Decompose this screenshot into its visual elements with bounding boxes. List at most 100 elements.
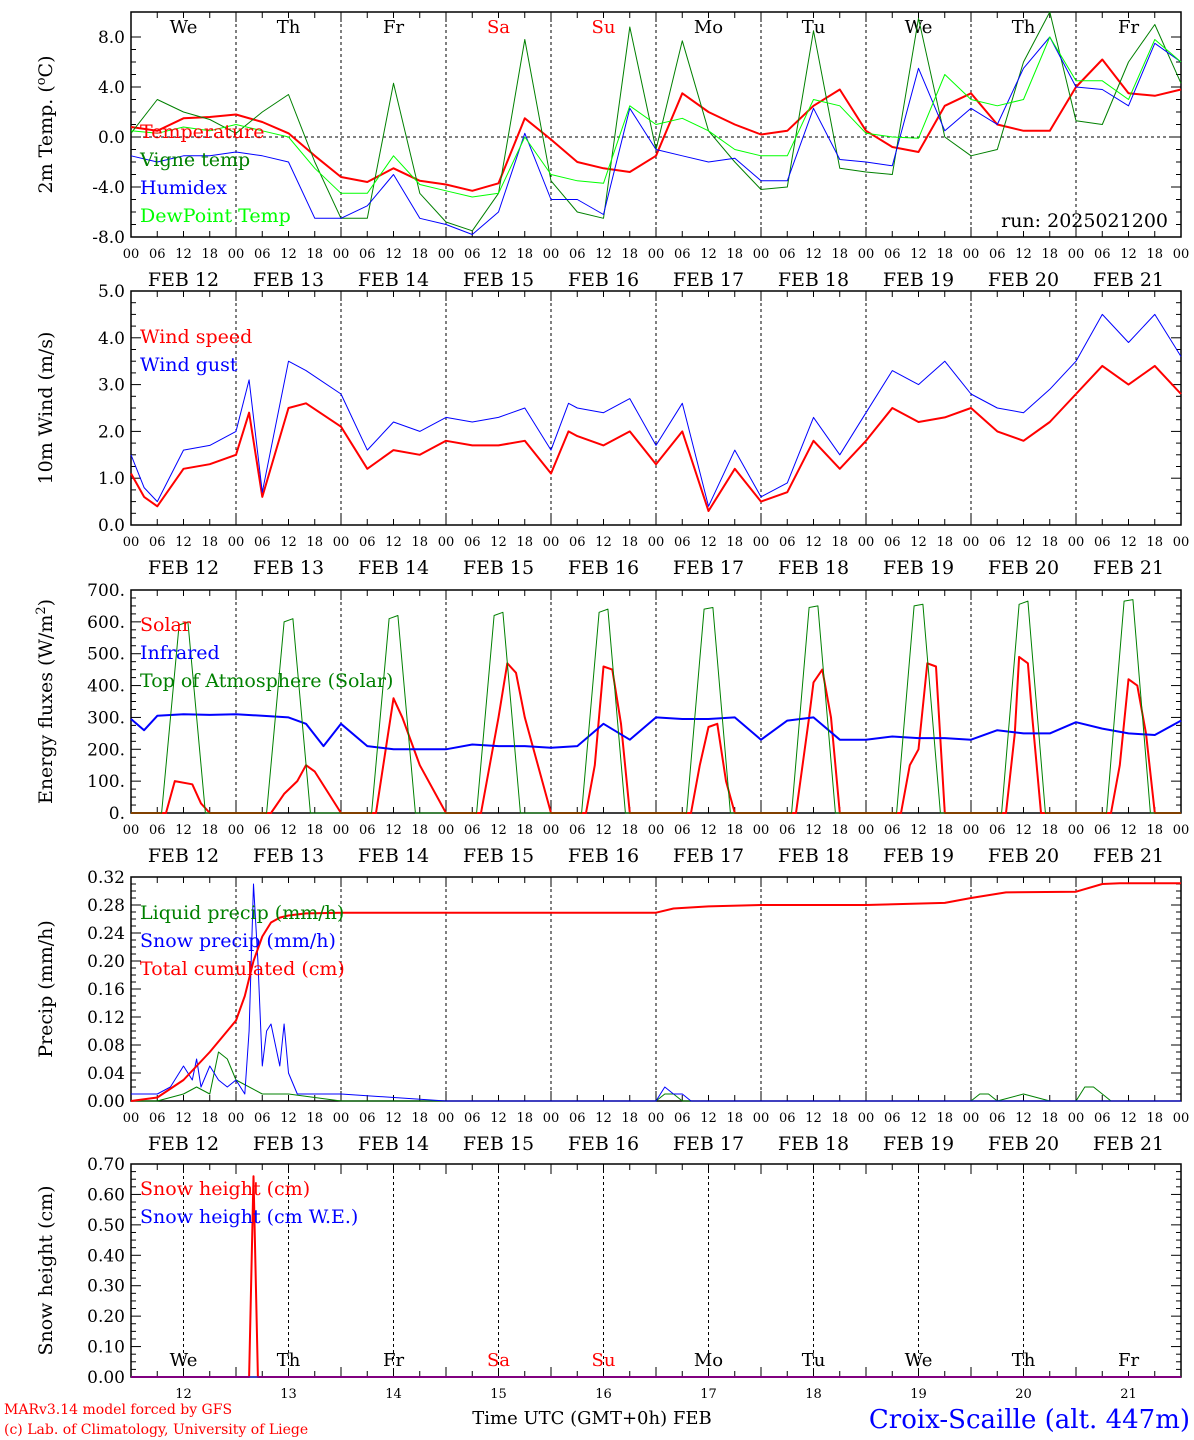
legend-entry: Snow precip (mm/h) [140,930,336,952]
x-hour-label: 12 [1015,1111,1032,1126]
x-hour-label: 18 [831,247,848,262]
x-date-label: FEB 16 [568,1133,639,1155]
legend-entry: DewPoint Temp [140,205,291,227]
day-name-label: We [170,1350,198,1371]
x-day-number: 20 [1015,1387,1032,1402]
y-tick-label: -4.0 [92,178,125,198]
x-date-label: FEB 18 [778,845,849,867]
x-hour-label: 06 [569,535,586,550]
series-line [130,882,1181,1102]
x-hour-label: 00 [123,247,140,262]
legend-entry: Wind gust [140,354,238,376]
x-hour-label: 12 [490,823,507,838]
x-hour-label: 00 [1173,247,1190,262]
y-tick-label: 8.0 [98,28,125,48]
x-hour-label: 06 [254,247,271,262]
x-date-label: FEB 19 [883,557,954,579]
x-hour-label: 18 [831,1111,848,1126]
x-date-label: FEB 17 [673,557,744,579]
x-hour-label: 00 [438,823,455,838]
y-tick-label: 500. [87,645,125,665]
y-tick-label: 100. [87,772,125,792]
x-date-label: FEB 15 [463,269,534,291]
y-tick-label: 0.04 [87,1064,125,1084]
day-name-label: Mo [694,1350,723,1371]
x-day-number: 18 [805,1387,822,1402]
x-hour-label: 18 [831,535,848,550]
x-day-number: 14 [385,1387,402,1402]
x-hour-label: 00 [963,1111,980,1126]
x-hour-label: 00 [1173,1111,1190,1126]
x-hour-label: 00 [1068,823,1085,838]
x-date-label: FEB 12 [148,1133,219,1155]
x-hour-label: 00 [228,535,245,550]
x-hour-label: 18 [726,247,743,262]
x-date-label: FEB 19 [883,1133,954,1155]
x-hour-label: 12 [175,247,192,262]
day-name-label: Fr [1118,17,1139,38]
x-hour-label: 00 [858,823,875,838]
x-hour-label: 06 [149,1111,166,1126]
x-hour-label: 12 [175,535,192,550]
x-hour-label: 06 [779,247,796,262]
x-hour-label: 00 [1173,823,1190,838]
x-hour-label: 18 [306,535,323,550]
x-hour-label: 12 [700,247,717,262]
x-hour-label: 06 [254,1111,271,1126]
x-hour-label: 06 [1094,247,1111,262]
series-line [131,655,1181,814]
y-tick-label: 0.20 [87,1307,125,1327]
x-hour-label: 18 [831,823,848,838]
x-hour-label: 18 [411,1111,428,1126]
x-day-number: 12 [175,1387,192,1402]
x-hour-label: 18 [411,535,428,550]
x-hour-label: 12 [1015,823,1032,838]
y-tick-label: 400. [87,677,125,697]
x-hour-label: 00 [333,823,350,838]
x-hour-label: 06 [989,823,1006,838]
x-hour-label: 00 [123,823,140,838]
x-hour-label: 00 [648,823,665,838]
x-hour-label: 00 [123,535,140,550]
x-hour-label: 12 [805,1111,822,1126]
x-hour-label: 12 [175,823,192,838]
x-date-label: FEB 15 [463,557,534,579]
x-hour-label: 06 [359,535,376,550]
legend-entry: Temperature [140,121,264,143]
x-hour-label: 00 [123,1111,140,1126]
day-name-label: Tu [802,17,826,38]
x-hour-label: 00 [438,1111,455,1126]
x-hour-label: 18 [1146,823,1163,838]
x-date-label: FEB 20 [988,1133,1059,1155]
x-hour-label: 18 [516,1111,533,1126]
x-hour-label: 18 [936,247,953,262]
x-hour-label: 06 [1094,535,1111,550]
x-hour-label: 12 [805,247,822,262]
x-hour-label: 18 [726,535,743,550]
x-hour-label: 06 [464,1111,481,1126]
day-name-label: Sa [487,17,510,38]
x-hour-label: 12 [700,823,717,838]
x-hour-label: 12 [1015,535,1032,550]
y-tick-label: 0. [109,804,125,824]
x-hour-label: 06 [569,1111,586,1126]
y-tick-label: 0.12 [87,1008,125,1028]
x-hour-label: 12 [280,1111,297,1126]
series-line [130,364,1182,512]
x-hour-label: 12 [595,823,612,838]
x-date-label: FEB 16 [568,557,639,579]
x-hour-label: 18 [621,1111,638,1126]
series-line [130,36,1182,198]
legend-entry: Snow height (cm W.E.) [140,1206,358,1228]
x-date-label: FEB 14 [358,845,429,867]
x-date-label: FEB 17 [673,269,744,291]
x-hour-label: 18 [1146,247,1163,262]
x-date-label: FEB 21 [1093,845,1164,867]
y-tick-label: 3.0 [98,376,125,396]
x-hour-label: 06 [1094,1111,1111,1126]
y-tick-label: 0.00 [87,1368,125,1388]
x-hour-label: 00 [648,247,665,262]
x-hour-label: 18 [621,823,638,838]
x-hour-label: 00 [648,1111,665,1126]
